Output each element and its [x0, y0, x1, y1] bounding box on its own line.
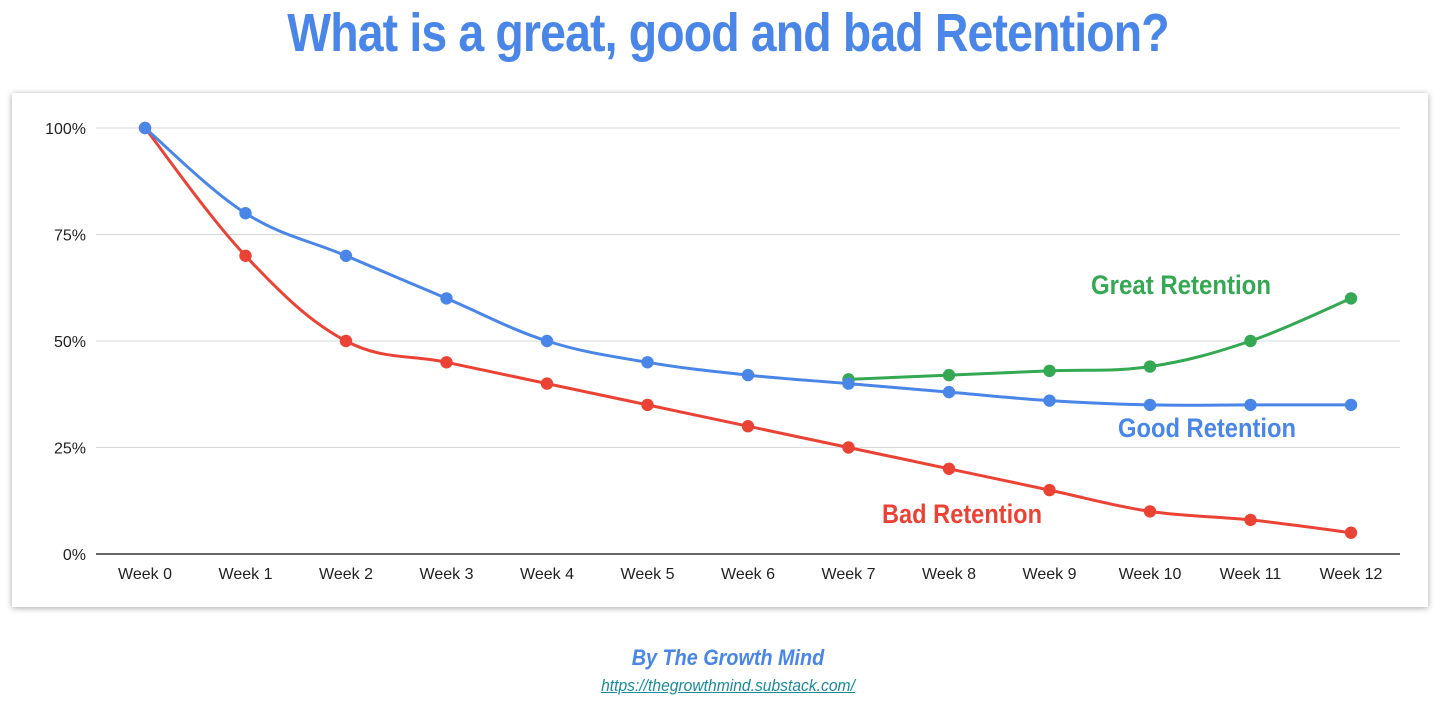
good-retention-point [339, 249, 353, 262]
x-tick-label: Week 1 [219, 566, 273, 583]
great-retention-label: Great Retention [1091, 270, 1271, 300]
bad-retention-point [942, 462, 956, 475]
good-retention-point [741, 368, 755, 382]
good-retention-point [1244, 398, 1257, 412]
good-retention-point [842, 377, 855, 390]
x-tick-label: Week 10 [1119, 566, 1182, 583]
great-retention-point [1043, 364, 1056, 378]
x-tick-label: Week 6 [721, 566, 775, 583]
good-retention-point [540, 334, 554, 348]
source-link-wrapper: https://thegrowthmind.substack.com/ [58, 676, 1398, 696]
x-tick-label: Week 7 [822, 566, 876, 583]
x-axis-ticks: Week 0 Week 1 Week 2 Week 3 Week 4 Week 5 Week… [118, 566, 1383, 583]
bad-retention-point [440, 356, 453, 369]
grid-lines [96, 127, 1400, 555]
series-labels: Good Retention Bad Retention Great Retenti… [882, 270, 1296, 529]
bad-retention-point [842, 441, 855, 454]
y-tick-label: 75% [54, 228, 86, 245]
line-chart: 0% 25% 50% 75% 100% Week 0 Week 1 Week 2 Week 3… [45, 121, 1400, 583]
good-retention-point [641, 356, 654, 369]
bad-retention-point [1344, 526, 1358, 539]
source-link[interactable]: https://thegrowthmind.substack.com/ [601, 676, 855, 695]
great-retention-point [942, 368, 956, 382]
x-tick-label: Week 8 [922, 566, 976, 583]
good-retention-point [1043, 394, 1056, 407]
series-points [138, 121, 1358, 539]
x-tick-label: Week 0 [118, 566, 172, 583]
good-retention-label: Good Retention [1118, 413, 1296, 443]
bad-retention-label: Bad Retention [882, 499, 1042, 529]
bad-retention-point [339, 334, 353, 348]
byline: By The Growth Mind [631, 645, 825, 670]
great-retention-line [847, 296, 1353, 381]
x-tick-label: Week 2 [319, 566, 373, 583]
good-retention-point [239, 207, 252, 220]
bad-retention-point [1043, 483, 1056, 497]
x-tick-label: Week 3 [420, 566, 474, 583]
bad-retention-point [1244, 513, 1257, 527]
bad-retention-line [143, 126, 1353, 535]
y-tick-label: 0% [63, 547, 86, 564]
retention-chart: 0% 25% 50% 75% 100% Week 0 Week 1 Week 2 Week 3… [12, 93, 1428, 607]
great-retention-point [1244, 334, 1257, 348]
x-tick-label: Week 9 [1023, 566, 1077, 583]
good-retention-point [942, 385, 956, 399]
good-retention-point [1344, 398, 1358, 412]
good-retention-point [1143, 398, 1157, 412]
great-retention-point [1143, 360, 1157, 373]
page-title: What is a great, good and bad Retention? [287, 3, 1169, 63]
bad-retention-point [1143, 505, 1157, 518]
y-tick-label: 100% [45, 121, 86, 138]
y-tick-label: 25% [54, 441, 86, 458]
bad-retention-point [239, 249, 252, 262]
y-tick-label: 50% [54, 334, 86, 351]
good-retention-point [138, 121, 152, 135]
x-tick-label: Week 5 [621, 566, 675, 583]
bad-retention-point [540, 377, 554, 390]
x-tick-label: Week 11 [1220, 566, 1282, 583]
x-tick-label: Week 4 [520, 566, 574, 583]
bad-retention-point [641, 398, 654, 412]
great-retention-point [1344, 292, 1358, 305]
series-lines [143, 126, 1353, 535]
y-axis-ticks: 0% 25% 50% 75% 100% [45, 121, 86, 564]
x-tick-label: Week 12 [1320, 566, 1383, 583]
bad-retention-point [741, 420, 755, 433]
good-retention-point [440, 292, 453, 305]
